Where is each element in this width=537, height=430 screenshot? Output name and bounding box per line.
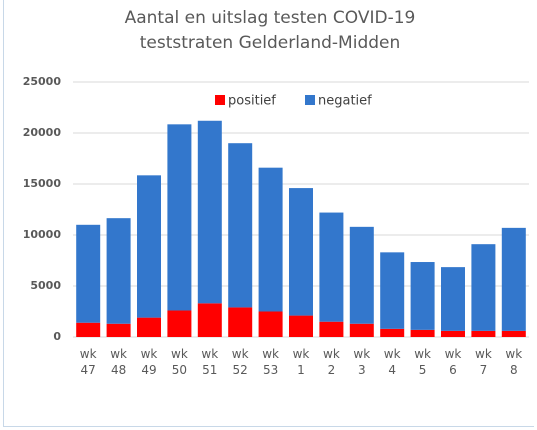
x-tick-label: wk 49 <box>140 347 158 377</box>
x-tick-label: wk 6 <box>444 347 462 377</box>
y-tick-label: 20000 <box>23 126 62 139</box>
bar-segment <box>167 310 192 337</box>
bar-segment <box>167 124 192 311</box>
bar-segment <box>319 212 344 322</box>
x-tick-label: wk 51 <box>201 347 219 377</box>
y-tick-label: 15000 <box>23 177 62 190</box>
x-tick-label: wk 8 <box>505 347 523 377</box>
legend-swatch <box>305 95 315 105</box>
bar-segment <box>137 175 161 318</box>
bar-segment <box>501 227 526 331</box>
legend-label: positief <box>228 94 276 109</box>
bar-segment <box>501 330 526 337</box>
bar-segment <box>258 167 283 312</box>
bar-segment <box>76 224 101 323</box>
bar-segment <box>106 218 131 324</box>
x-tick-label: wk 47 <box>79 347 97 377</box>
bar-segment <box>319 321 344 337</box>
legend-swatch <box>215 95 225 105</box>
bar-segment <box>349 323 374 337</box>
legend-label: negatief <box>318 94 372 109</box>
x-tick-label: wk 48 <box>110 347 127 377</box>
x-tick-label: wk 2 <box>323 347 340 377</box>
x-tick-label: wk 1 <box>292 347 310 377</box>
bar-segment <box>228 143 253 308</box>
y-tick-label: 25000 <box>23 75 62 88</box>
bar-segment <box>106 323 131 337</box>
chart-title: teststraten Gelderland-Midden <box>140 33 401 53</box>
y-tick-label: 0 <box>53 330 61 343</box>
bar-segment <box>289 315 313 337</box>
bar-segment <box>410 262 435 330</box>
y-tick-label: 5000 <box>30 279 61 292</box>
x-tick-label: wk 53 <box>262 347 279 377</box>
bar-segment <box>137 317 161 337</box>
bar-segment <box>471 330 496 337</box>
chart-frame <box>3 0 534 427</box>
x-tick-label: wk 5 <box>414 347 431 377</box>
x-tick-label: wk 7 <box>475 347 492 377</box>
bar-segment <box>76 322 101 337</box>
bar-segment <box>197 120 222 304</box>
bar-segment <box>197 303 222 337</box>
bar-segment <box>258 311 283 337</box>
bar-segment <box>441 267 465 331</box>
bar-segment <box>471 244 496 331</box>
x-tick-label: wk 4 <box>383 347 401 377</box>
bar-segment <box>289 188 313 316</box>
bar-segment <box>410 329 435 337</box>
bar-segment <box>380 252 405 329</box>
bar-segment <box>228 307 253 337</box>
y-tick-label: 10000 <box>23 228 62 241</box>
x-tick-label: wk 50 <box>171 347 188 377</box>
bar-segment <box>349 226 374 324</box>
x-tick-label: wk 3 <box>353 347 371 377</box>
x-tick-label: wk 52 <box>231 347 249 377</box>
chart-title: Aantal en uitslag testen COVID-19 <box>125 8 416 28</box>
bar-segment <box>441 330 465 337</box>
bar-segment <box>380 328 405 337</box>
